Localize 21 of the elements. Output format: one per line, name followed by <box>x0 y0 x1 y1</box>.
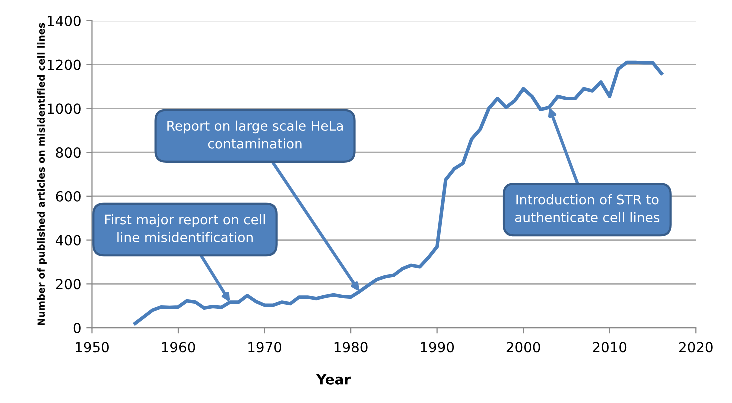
y-tick-label: 200 <box>56 279 81 290</box>
x-tick-label: 1980 <box>334 342 368 353</box>
x-tick-label: 1970 <box>248 342 282 353</box>
y-tick-label: 1200 <box>48 60 81 70</box>
y-tick-label: 1000 <box>48 104 81 114</box>
annotation: First major report on cell line misidentification <box>105 214 266 242</box>
annotation: Introduction of STR to authenticate cell lines <box>515 194 660 223</box>
x-tick-label: 2020 <box>679 342 713 353</box>
x-axis-title: Year <box>316 374 351 385</box>
x-tick-label: 1950 <box>76 342 109 353</box>
y-tick-label: 400 <box>56 235 81 246</box>
y-tick-label: 600 <box>56 191 81 202</box>
y-tick-label: 1400 <box>48 16 81 26</box>
x-tick-label: 2000 <box>506 342 540 353</box>
y-tick-label: 0 <box>74 323 81 334</box>
x-tick-label: 1990 <box>421 342 454 353</box>
x-tick-label: 1960 <box>162 342 196 353</box>
annotation: Report on large scale HeLa contamination <box>168 120 344 149</box>
x-tick-label: 2010 <box>593 342 627 353</box>
y-tick-label: 800 <box>56 148 81 158</box>
y-axis-title: Number of published articles on misidentified cell lines <box>38 23 47 326</box>
